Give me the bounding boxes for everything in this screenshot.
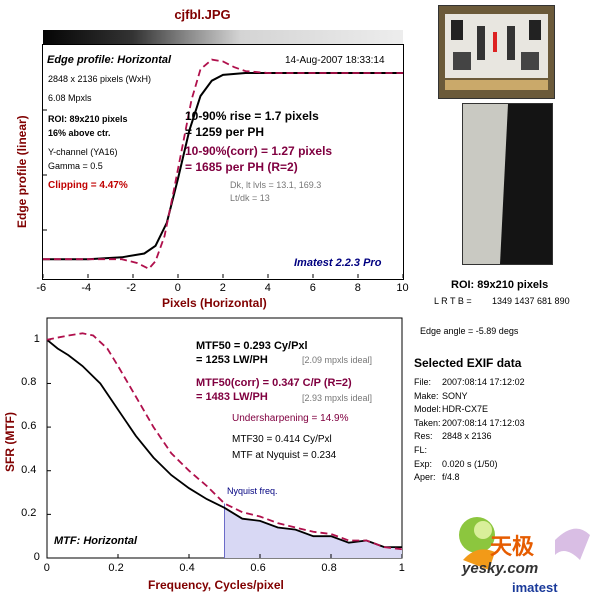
edge-x-axis-label: Pixels (Horizontal)	[162, 296, 267, 310]
exif-value: 0.020 s (1/50)	[442, 458, 498, 469]
dark-light-levels: Dk, lt lvls = 13.1, 169.3	[230, 180, 322, 190]
mtf-corrected-line	[46, 332, 403, 551]
mtf30: MTF30 = 0.414 Cy/Pxl	[232, 434, 332, 445]
nyquist-label: Nyquist freq.	[227, 486, 278, 496]
roi-info: ROI: 89x210 pixels	[48, 114, 128, 124]
mtf50-corrected-lwph: = 1483 LW/PH	[196, 391, 268, 403]
rise-corrected: 10-90%(corr) = 1.27 pixels	[185, 144, 333, 158]
mtf-at-nyquist: MTF at Nyquist = 0.234	[232, 450, 337, 461]
gamma-info: Gamma = 0.5	[48, 161, 103, 171]
exif-key: File:	[414, 377, 432, 387]
mtf-x-tick-label: 1	[398, 562, 405, 574]
mtf-y-tick-label: 0.6	[21, 420, 37, 433]
edge-x-tick-label: 10	[396, 282, 409, 294]
exif-value: f/4.8	[442, 472, 460, 483]
exif-value: HDR-CX7E	[442, 404, 489, 415]
edge-timestamp: 14-Aug-2007 18:33:14	[285, 55, 385, 66]
exif-key: Exp:	[414, 458, 433, 469]
mtf-y-tick-label: 0.8	[21, 376, 37, 389]
watermark-site: yesky.com	[462, 560, 539, 577]
exif-value: SONY	[442, 390, 468, 401]
roi-lrtb-label: L R T B =	[434, 296, 472, 306]
edge-profile-panel	[42, 44, 404, 280]
mtf50-corrected-ideal: [2.93 mpxls ideal]	[302, 393, 373, 403]
mtf50: MTF50 = 0.293 Cy/Pxl	[196, 340, 308, 352]
mtf-y-tick-label: 0.2	[21, 507, 37, 520]
mtf-x-axis-label: Frequency, Cycles/pixel	[148, 578, 284, 592]
exif-key: Taken:	[414, 417, 441, 428]
mtf-y-tick-label: 0.4	[21, 463, 37, 476]
edge-x-ticks	[42, 274, 404, 278]
channel-info: Y-channel (YA16)	[48, 147, 118, 157]
edge-gradient-bar	[43, 30, 403, 44]
exif-key: Model:	[414, 404, 442, 415]
rise-measure: 10-90% rise = 1.7 pixels	[185, 109, 319, 123]
mtf-y-tick-label: 0	[33, 551, 40, 563]
roi-crop-preview	[462, 103, 553, 265]
edge-x-tick-label: 4	[264, 282, 271, 294]
edge-corrected-line	[43, 58, 403, 270]
edge-x-tick-label: 0	[174, 282, 181, 294]
rise-corrected-per-ph: = 1685 per PH (R=2)	[185, 160, 298, 174]
edge-y-axis-label: Edge profile (linear)	[15, 115, 29, 228]
roi-lrtb-values: 1349 1437 681 890	[492, 296, 570, 306]
mtf-measured-line	[46, 339, 402, 548]
edge-x-tick-label: -6	[36, 282, 47, 294]
exif-title: Selected EXIF data	[414, 356, 522, 370]
edge-angle: Edge angle = -5.89 degs	[420, 326, 519, 336]
clipping-info: Clipping = 4.47%	[48, 180, 128, 191]
light-dark-ratio: Lt/dk = 13	[230, 193, 270, 203]
undersharpening: Undersharpening = 14.9%	[232, 413, 349, 424]
chart-title: cjfbl.JPG	[174, 7, 231, 22]
edge-x-tick-label: 6	[309, 282, 316, 294]
mtf-x-tick-label: 0.6	[250, 562, 266, 574]
edge-x-tick-label: 2	[219, 282, 226, 294]
watermark-brand: imatest	[512, 580, 558, 595]
yesky-logo-icon	[459, 517, 590, 570]
exif-key: Res:	[414, 431, 433, 442]
nyquist-shaded-area	[224, 507, 402, 558]
mtf50-corrected: MTF50(corr) = 0.347 C/P (R=2)	[196, 377, 352, 389]
exif-key: Aper:	[414, 472, 436, 483]
exif-value: 2007:08:14 17:12:02	[442, 377, 525, 387]
roi-size: ROI: 89x210 pixels	[451, 279, 549, 291]
rise-per-ph: = 1259 per PH	[185, 125, 265, 139]
exif-key: Make:	[414, 390, 439, 401]
mtf-x-tick-label: 0	[43, 562, 50, 574]
exif-value: 2848 x 2136	[442, 431, 492, 442]
edge-y-ticks	[43, 109, 47, 231]
edge-heading: Edge profile: Horizontal	[47, 54, 172, 66]
above-center: 16% above ctr.	[48, 128, 111, 138]
image-size: 2848 x 2136 pixels (WxH)	[48, 74, 152, 84]
imatest-version: Imatest 2.2.3 Pro	[294, 257, 382, 269]
mtf-heading: MTF: Horizontal	[54, 535, 138, 547]
test-chart-thumbnail	[438, 5, 555, 99]
mtf-x-tick-label: 0.2	[108, 562, 124, 574]
exif-key: FL:	[414, 445, 428, 455]
image-mpxls: 6.08 Mpxls	[48, 93, 92, 103]
mtf-x-tick-label: 0.4	[179, 562, 195, 574]
mtf50-ideal: [2.09 mpxls ideal]	[302, 355, 373, 365]
exif-value: 2007:08:14 17:12:03	[442, 417, 525, 428]
mtf-y-axis-label: SFR (MTF)	[3, 412, 17, 472]
edge-x-tick-label: -4	[81, 282, 92, 294]
mtf50-lwph: = 1253 LW/PH	[196, 354, 268, 366]
watermark-chinese: 天极	[490, 534, 535, 559]
edge-x-tick-label: 8	[354, 282, 361, 294]
mtf-y-tick-label: 1	[33, 332, 40, 345]
edge-x-tick-label: -2	[126, 282, 137, 294]
mtf-x-tick-label: 0.8	[321, 562, 337, 574]
